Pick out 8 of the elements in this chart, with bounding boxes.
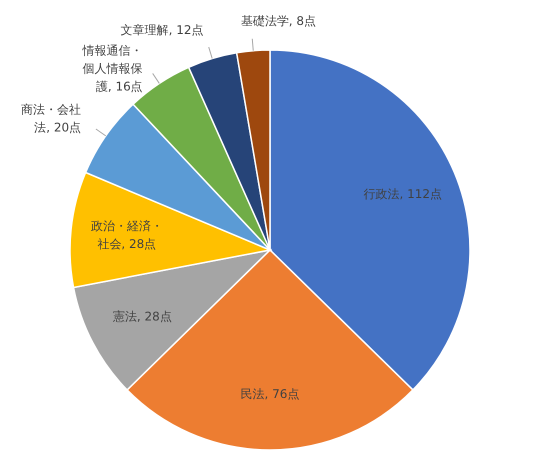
slice-label: 民法, 76点: [240, 387, 300, 401]
slice-label: 政治・経済・社会, 28点: [90, 218, 163, 251]
slice-label: 行政法, 112点: [363, 187, 442, 202]
slice-label: 文章理解, 12点: [120, 22, 204, 37]
slice-label: 情報通信・個人情報保護, 16点: [82, 43, 143, 94]
slice-label: 商法・会社法, 20点: [21, 102, 82, 135]
slice-label: 憲法, 28点: [112, 310, 172, 324]
slice-label: 基礎法学, 8点: [240, 14, 316, 28]
